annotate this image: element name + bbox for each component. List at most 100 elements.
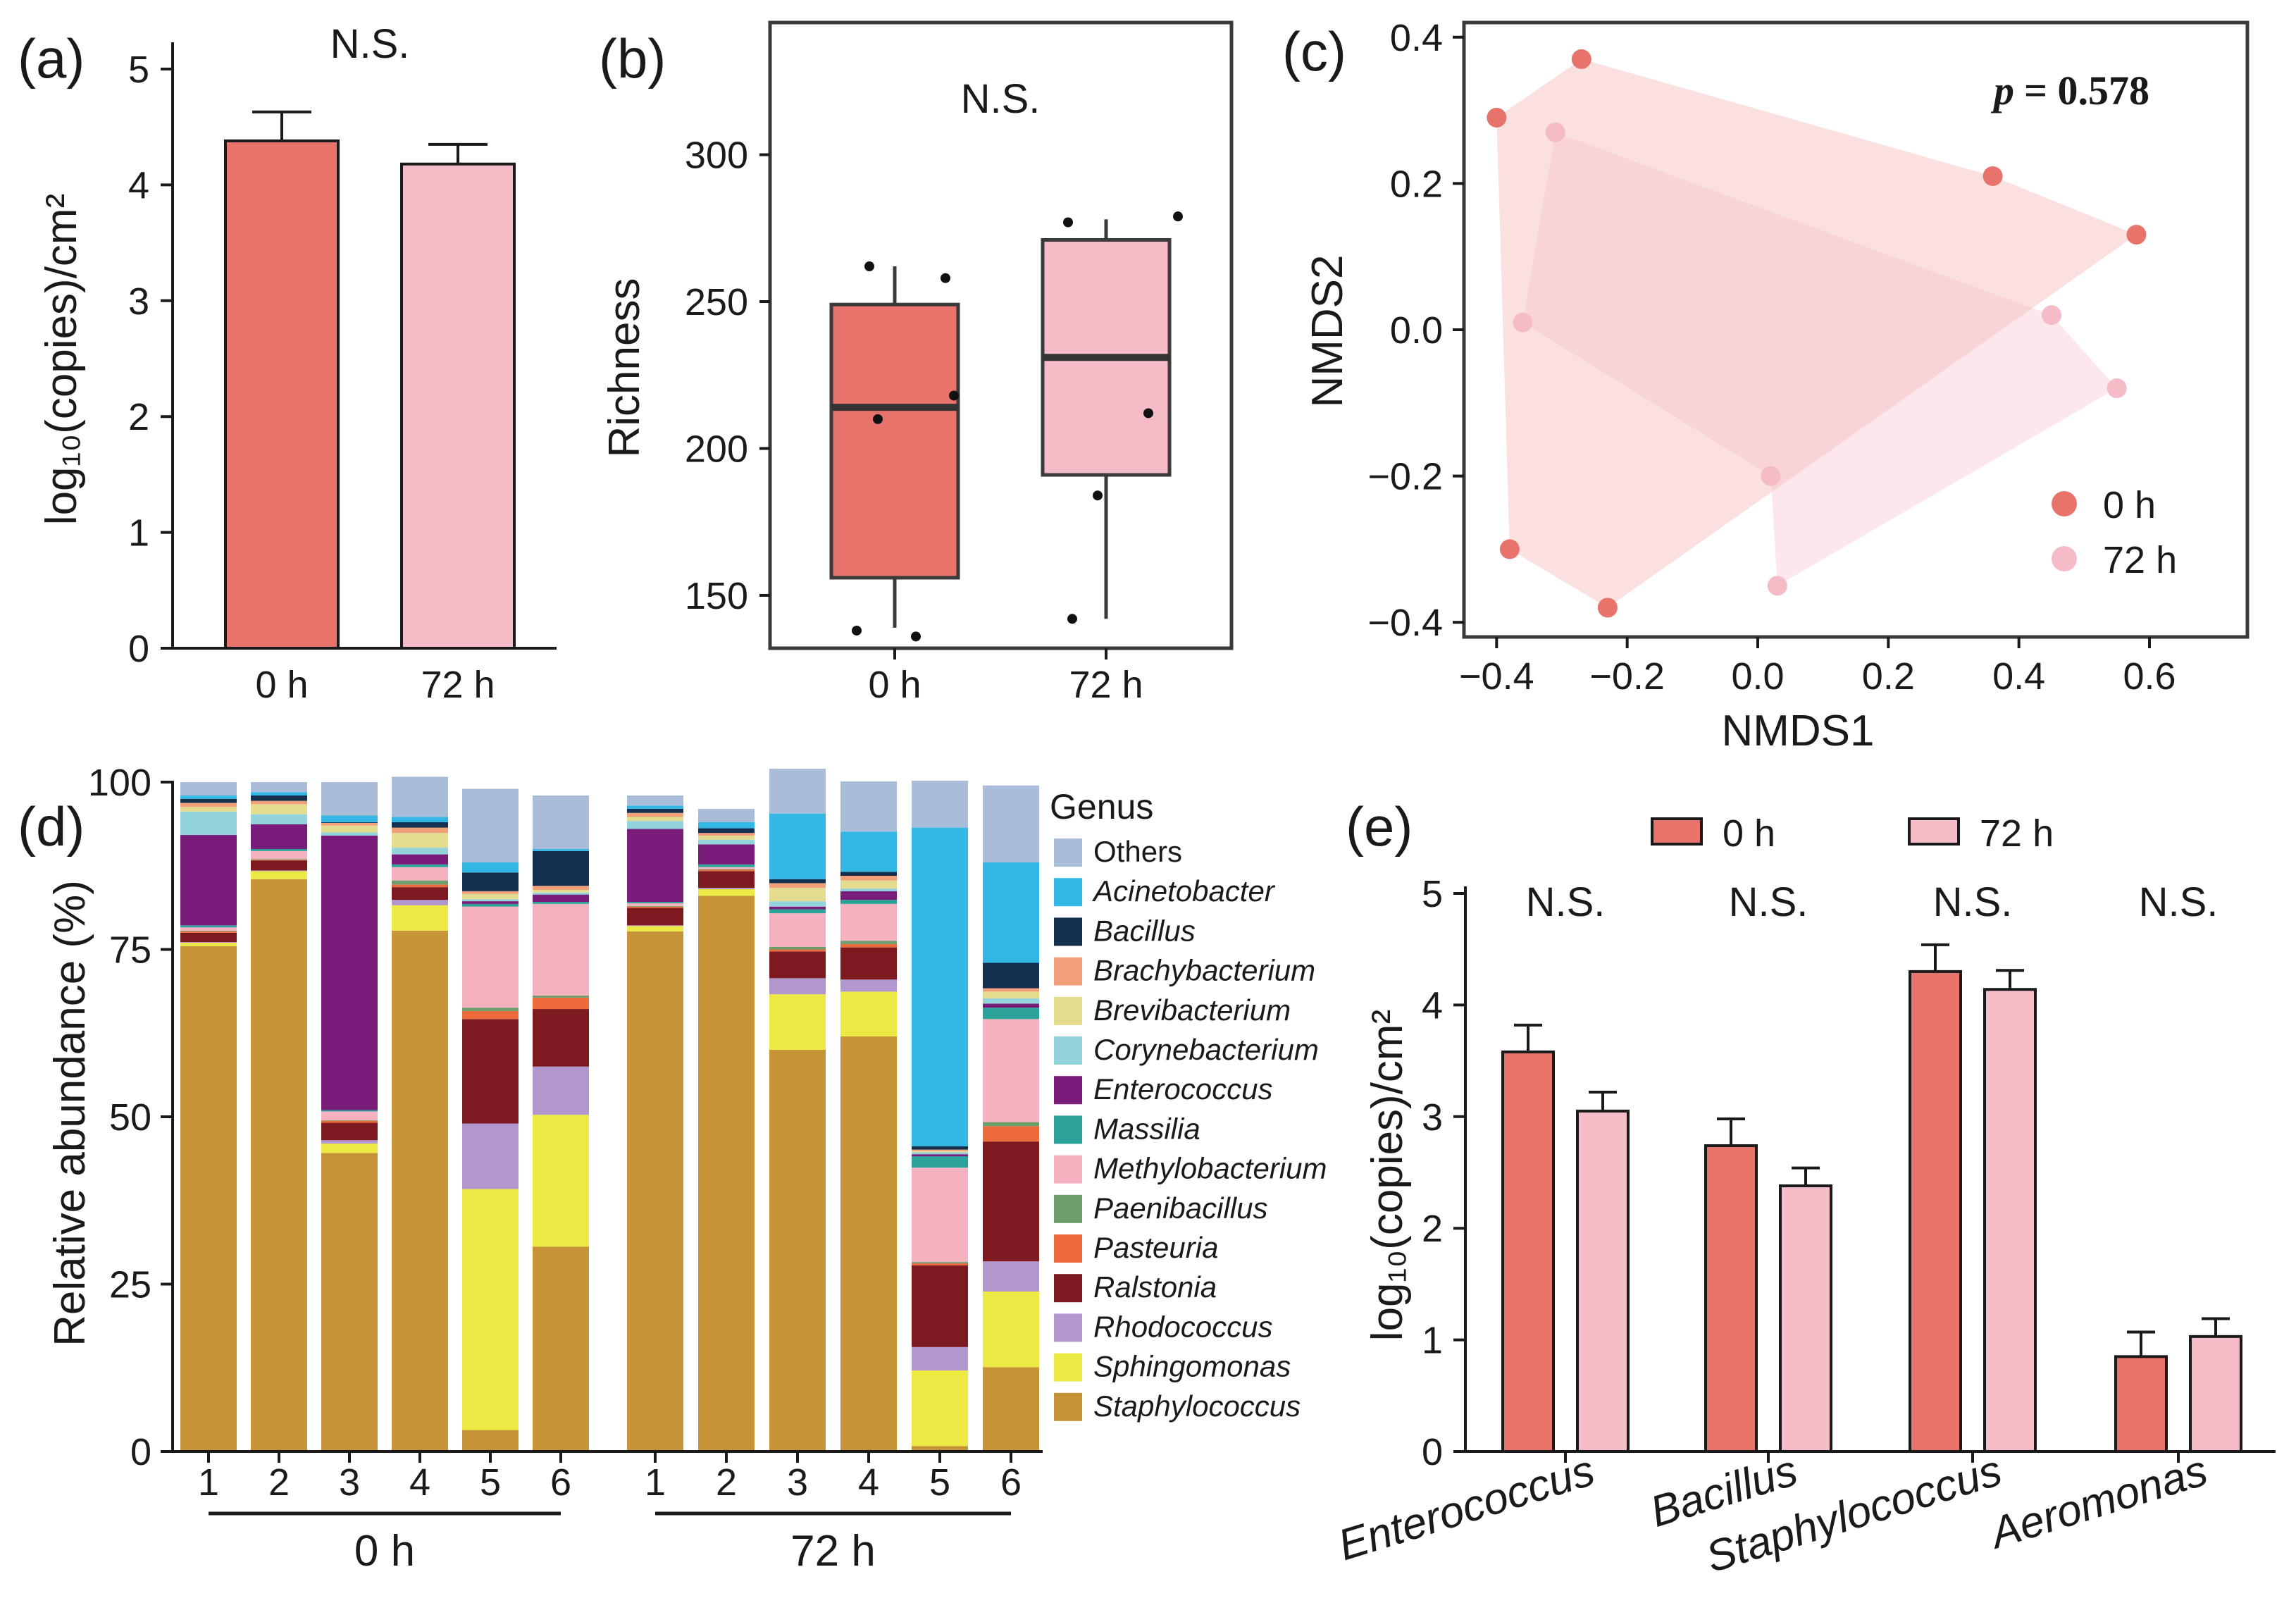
panel-d-segment-others	[912, 781, 968, 828]
panel-d-y-tick-label: 75	[109, 929, 151, 972]
panel-b-data-point	[1093, 490, 1103, 501]
panel-d-segment-acinetobacter	[840, 831, 897, 872]
panel-d-segment-methylobacterium	[627, 903, 683, 906]
panel-d-segment-rhodococcus	[769, 978, 826, 995]
panel-d-segment-corynebacterium	[912, 1152, 968, 1155]
panel-a-y-tick-label: 3	[128, 280, 149, 323]
panel-c-legend-label: 0 h	[2103, 484, 2156, 526]
panel-d-segment-sphingomonas	[321, 1144, 378, 1153]
panel-e-bar-bacillus-72h	[1779, 1184, 1832, 1454]
panel-d-segment-rhodococcus	[251, 870, 307, 872]
panel-c-hull-0h	[1496, 58, 2137, 608]
panel-e-y-tick-label: 0	[1422, 1431, 1443, 1473]
panel-d-segment-bacillus	[769, 879, 826, 884]
panel-d-segment-pasteuria	[533, 997, 589, 1010]
panel-d-segment-methylobacterium	[698, 867, 755, 869]
panel-a-bar-chart: (a) log₁₀(copies)/cm² N.S. 0 1 2 3 4 5 0 h 72 …	[18, 21, 557, 706]
panel-a-y-tick-label: 0	[128, 628, 149, 670]
panel-d-segment-paenibacillus	[627, 905, 683, 907]
panel-d-legend-label: Massilia	[1093, 1112, 1200, 1145]
panel-d-segment-enterococcus	[840, 891, 897, 900]
panel-d-y-tick-label: 0	[130, 1431, 151, 1473]
panel-d-segment-staphylococcus	[840, 1036, 897, 1451]
panel-d-segment-bacillus	[392, 822, 448, 828]
panel-c-point-0h	[1499, 539, 1520, 559]
panel-d-segment-bacillus	[627, 809, 683, 813]
panel-e-y-axis-label: log₁₀(copies)/cm²	[1363, 1010, 1412, 1341]
panel-d-segment-others	[392, 776, 448, 817]
panel-d-segment-ralstonia	[983, 1141, 1039, 1262]
panel-d-segment-brachybacterium	[698, 833, 755, 836]
panel-d-legend-label: Rhodococcus	[1093, 1310, 1272, 1343]
panel-e-ns-annotation: N.S.	[1729, 879, 1808, 925]
panel-d-segment-massilia	[392, 864, 448, 867]
panel-c-label: (c)	[1282, 20, 1346, 82]
panel-b-data-point	[1143, 408, 1153, 419]
panel-d-segment-paenibacillus	[392, 880, 448, 885]
panel-d-segment-brevibacterium	[392, 833, 448, 848]
panel-d-segment-brachybacterium	[251, 800, 307, 805]
panel-d-segment-ralstonia	[698, 871, 755, 888]
panel-d-group-label: 0 h	[354, 1527, 415, 1575]
panel-d-segment-brevibacterium	[251, 804, 307, 815]
panel-c-point-0h	[1487, 107, 1507, 128]
panel-d-segment-staphylococcus	[627, 931, 683, 1451]
panel-d-segment-acinetobacter	[912, 827, 968, 1146]
panel-d-segment-brevibacterium	[983, 991, 1039, 998]
panel-c-x-tick-label: 0.0	[1731, 655, 1784, 698]
panel-d-segment-acinetobacter	[392, 817, 448, 822]
panel-d-legend-label: Bacillus	[1093, 914, 1196, 947]
panel-d-segment-methylobacterium	[533, 903, 589, 996]
panel-c-legend-marker	[2052, 491, 2077, 516]
panel-d-legend-label: Brachybacterium	[1093, 954, 1315, 987]
panel-a-y-tick-label: 4	[128, 164, 149, 206]
panel-c-point-72h	[2042, 305, 2061, 326]
panel-d-y-tick-label: 25	[109, 1264, 151, 1306]
panel-d-sample-label: 3	[339, 1461, 360, 1504]
panel-d-legend-swatch	[1054, 1234, 1082, 1263]
panel-d-legend-swatch	[1054, 1115, 1082, 1144]
panel-d-legend-swatch	[1054, 957, 1082, 986]
panel-d-sample-label: 1	[198, 1461, 219, 1504]
panel-c-nmds-scatter: (c) NMDS2 NMDS1 −0.4 −0.2 0.0 0.2 0.4 0.6 −0.4…	[1282, 17, 2250, 755]
panel-c-point-72h	[1761, 466, 1781, 486]
panel-c-point-0h	[2126, 225, 2147, 245]
panel-d-segment-methylobacterium	[769, 913, 826, 947]
panel-d-segment-brevibacterium	[321, 825, 378, 833]
panel-d-segment-acinetobacter	[769, 813, 826, 879]
panel-d-segment-others	[698, 809, 755, 822]
panel-d-segment-corynebacterium	[321, 832, 378, 836]
panel-c-point-72h	[2106, 378, 2127, 399]
panel-e-bar-enterococcus-0h	[1501, 1050, 1555, 1453]
panel-d-segment-brevibacterium	[180, 807, 237, 812]
panel-d-segment-brachybacterium	[769, 883, 826, 888]
panel-d-segment-pasteuria	[769, 949, 826, 952]
panel-d-segment-rhodococcus	[392, 900, 448, 905]
panel-c-point-72h	[1513, 312, 1533, 333]
panel-b-data-point	[1067, 614, 1077, 624]
panel-d-segment-brachybacterium	[840, 876, 897, 881]
panel-e-bar-staphylococcus-72h	[1983, 988, 2037, 1453]
panel-d-segment-paenibacillus	[462, 1008, 519, 1011]
panel-a-bar-72h	[400, 162, 516, 650]
panel-d-segment-bacillus	[180, 798, 237, 803]
panel-d-segment-massilia	[180, 925, 237, 928]
panel-d-segment-others	[180, 782, 237, 795]
panel-d-legend-swatch	[1054, 1155, 1082, 1184]
panel-d-segment-enterococcus	[462, 901, 519, 904]
panel-b-y-tick-label: 250	[685, 281, 748, 323]
panel-b-data-point	[864, 261, 874, 272]
panel-d-segment-enterococcus	[180, 835, 237, 926]
panel-c-legend-marker	[2052, 546, 2077, 571]
panel-b-data-point	[949, 390, 959, 401]
panel-d-legend-label: Enterococcus	[1093, 1072, 1272, 1106]
panel-c-y-tick-label: −0.4	[1367, 602, 1443, 644]
panel-d-legend-label: Staphylococcus	[1093, 1389, 1301, 1423]
panel-d-segment-ralstonia	[533, 1009, 589, 1067]
panel-d-segment-ralstonia	[180, 932, 237, 943]
panel-d-segment-massilia	[533, 902, 589, 904]
panel-c-x-tick-label: 0.4	[1992, 655, 2045, 698]
panel-d-legend-swatch	[1054, 1274, 1082, 1303]
panel-d-sample-label: 5	[480, 1461, 501, 1504]
panel-d-legend-label: Others	[1093, 835, 1182, 868]
